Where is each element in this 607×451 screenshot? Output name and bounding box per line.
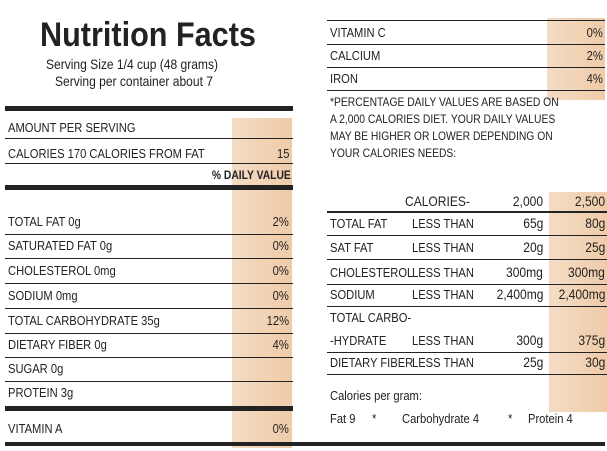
rule — [5, 406, 293, 411]
table-value: 20g — [522, 239, 543, 255]
rule — [5, 381, 293, 382]
vitamin: CALCIUM — [330, 48, 381, 63]
rule — [327, 90, 605, 91]
table-label: SODIUM — [330, 287, 375, 302]
rule — [5, 357, 293, 358]
highlight — [547, 18, 605, 100]
servings: Serving per container about 7 — [55, 73, 213, 89]
calories: CALORIES 170 CALORIES FROM FAT — [8, 146, 205, 161]
per-gram-title: Calories per gram: — [330, 388, 422, 403]
table-value: 2,400mg — [558, 286, 605, 302]
footnote: A 2,000 CALORIES DIET. YOUR DAILY VALUES — [330, 112, 556, 126]
table-cond: LESS THAN — [412, 240, 474, 255]
rule — [327, 44, 605, 45]
table-value: 300g — [516, 332, 543, 348]
per-gram-item: Protein 4 — [528, 411, 573, 426]
rule — [327, 259, 607, 260]
rule — [5, 283, 293, 284]
daily-value: 4% — [272, 337, 289, 352]
vitamin-value: 2% — [586, 48, 603, 63]
table-label: SAT FAT — [330, 240, 374, 255]
daily-value: 0% — [272, 263, 289, 278]
vitamin: VITAMIN C — [330, 25, 386, 40]
table-value: 25g — [584, 239, 605, 255]
footnote: *PERCENTAGE DAILY VALUES ARE BASED ON — [330, 95, 559, 109]
calories-fat: 15 — [276, 146, 289, 161]
rule — [327, 235, 607, 236]
table-label: CHOLESTEROL — [330, 265, 414, 280]
table-value: 2,400mg — [496, 286, 543, 302]
amount-header: AMOUNT PER SERVING — [8, 120, 136, 135]
highlight — [549, 192, 607, 412]
vitamin-value: 4% — [586, 71, 603, 86]
table-cond: LESS THAN — [412, 287, 474, 302]
rule — [5, 234, 293, 235]
rule — [327, 374, 607, 375]
rule — [5, 106, 293, 111]
rule — [327, 67, 605, 68]
rule — [327, 284, 607, 285]
daily-value: 12% — [266, 313, 289, 328]
rule — [5, 308, 293, 309]
footnote: MAY BE HIGHER OR LOWER DEPENDING ON — [330, 129, 553, 143]
nutrient: SODIUM 0mg — [8, 288, 78, 303]
table-cond: LESS THAN — [412, 216, 474, 231]
daily-value: 2% — [272, 214, 289, 229]
per-gram-item: * — [508, 411, 513, 426]
table-value: 25g — [522, 354, 543, 370]
nutrient: CHOLESTEROL 0mg — [8, 263, 116, 278]
vitamin-value: 0% — [586, 25, 603, 40]
rule — [5, 185, 293, 190]
rule — [327, 352, 607, 353]
per-gram-item: Carbohydrate 4 — [402, 411, 480, 426]
rule — [327, 211, 607, 213]
nutrient: VITAMIN A — [8, 421, 63, 436]
rule — [5, 442, 605, 446]
daily-value: 0% — [272, 288, 289, 303]
nutrient: PROTEIN 3g — [8, 385, 74, 400]
rule — [5, 163, 293, 164]
table-header: CALORIES- — [405, 193, 470, 209]
table-value: 300mg — [568, 264, 605, 280]
dv-header: % DAILY VALUE — [212, 168, 291, 182]
nutrient: SATURATED FAT 0g — [8, 238, 113, 253]
serving-size: Serving Size 1/4 cup (48 grams) — [46, 56, 218, 72]
table-value: 375g — [578, 332, 605, 348]
table-label: DIETARY FIBER — [330, 355, 414, 370]
table-value: 300mg — [506, 264, 543, 280]
daily-value: 0% — [272, 238, 289, 253]
per-gram-item: * — [372, 411, 377, 426]
nutrient: DIETARY FIBER 0g — [8, 337, 107, 352]
rule — [327, 306, 607, 307]
footnote: YOUR CALORIES NEEDS: — [330, 146, 457, 160]
rule — [327, 20, 605, 21]
table-cond: LESS THAN — [412, 355, 474, 370]
nutrient: TOTAL FAT 0g — [8, 214, 81, 229]
table-label: -HYDRATE — [330, 333, 387, 348]
table-label: TOTAL CARBO- — [330, 310, 412, 325]
nutrient: SUGAR 0g — [8, 361, 64, 376]
table-label: TOTAL FAT — [330, 216, 388, 231]
per-gram-item: Fat 9 — [330, 411, 356, 426]
title: Nutrition Facts — [40, 16, 256, 54]
rule — [5, 258, 293, 259]
nutrient: TOTAL CARBOHYDRATE 35g — [8, 313, 160, 328]
table-value: 80g — [584, 215, 605, 231]
rule — [5, 138, 293, 139]
table-header: 2,000 — [512, 193, 543, 209]
table-cond: LESS THAN — [412, 333, 474, 348]
vitamin: IRON — [330, 71, 358, 86]
table-cond: LESS THAN — [412, 265, 474, 280]
table-value: 65g — [522, 215, 543, 231]
table-value: 30g — [584, 354, 605, 370]
rule — [5, 333, 293, 334]
table-header: 2,500 — [574, 193, 605, 209]
daily-value: 0% — [272, 421, 289, 436]
